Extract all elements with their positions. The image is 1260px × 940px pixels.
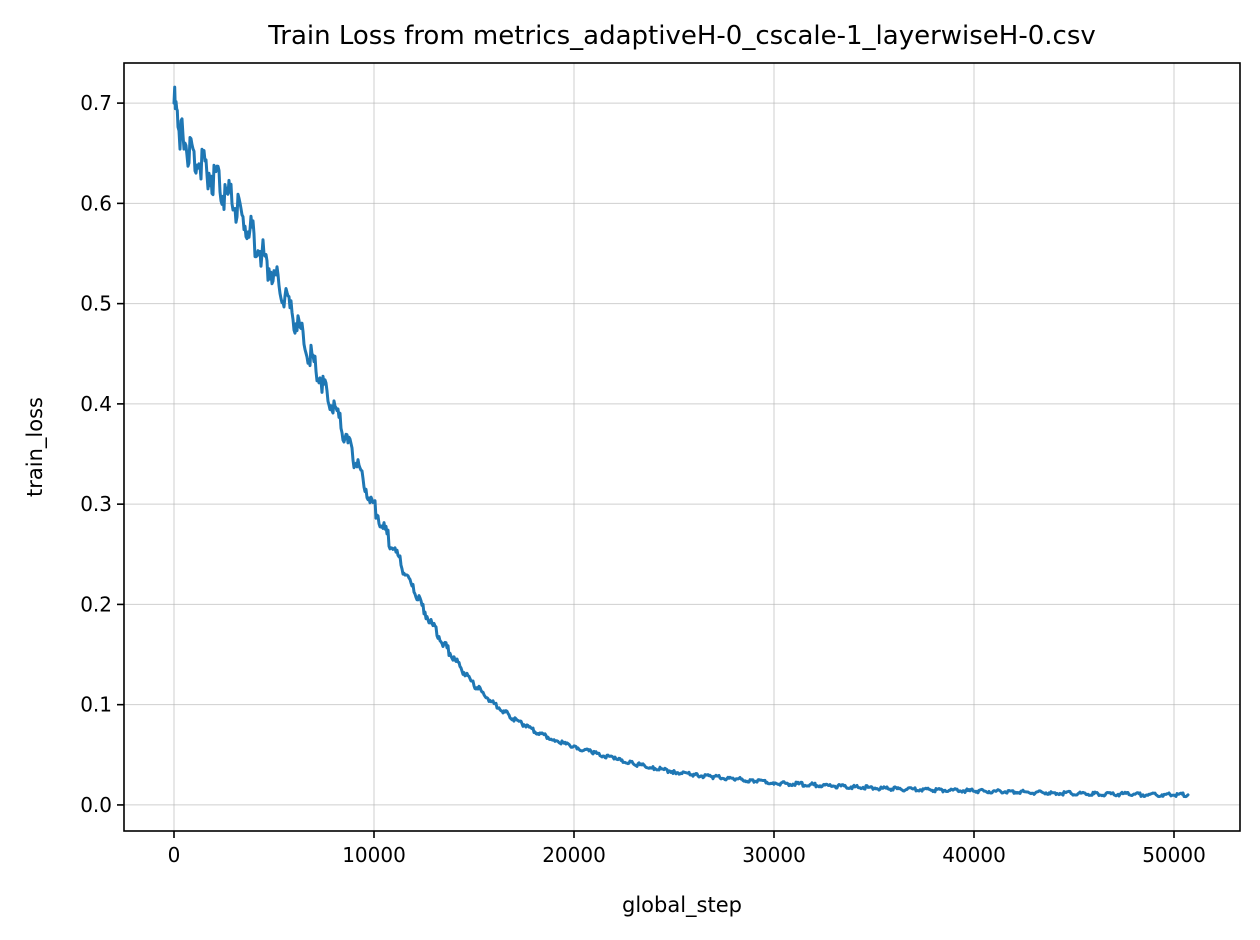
x-tick-label: 30000 [742, 843, 806, 867]
y-tick-label: 0.7 [80, 91, 112, 115]
x-axis-label: global_step [622, 893, 742, 918]
x-tick-label: 40000 [942, 843, 1006, 867]
plot-frame [123, 62, 1241, 832]
y-tick-label: 0.3 [80, 492, 112, 516]
grid [124, 63, 1240, 831]
y-tick-label: 0.0 [80, 793, 112, 817]
x-axis: 0 10000 20000 30000 40000 50000 [168, 831, 1206, 867]
chart-title: Train Loss from metrics_adaptiveH-0_csca… [267, 21, 1096, 51]
x-tick-label: 10000 [342, 843, 406, 867]
y-tick-label: 0.1 [80, 693, 112, 717]
x-tick-label: 20000 [542, 843, 606, 867]
train-loss-line [172, 85, 1190, 799]
y-tick-label: 0.2 [80, 592, 112, 616]
y-tick-label: 0.5 [80, 292, 112, 316]
x-tick-label: 50000 [1142, 843, 1206, 867]
y-tick-label: 0.6 [80, 191, 112, 215]
plot-area [172, 85, 1190, 799]
y-axis: 0.0 0.1 0.2 0.3 0.4 0.5 0.6 0.7 [80, 91, 124, 817]
y-axis-label: train_loss [23, 397, 48, 497]
x-tick-label: 0 [168, 843, 181, 867]
y-tick-label: 0.4 [80, 392, 112, 416]
